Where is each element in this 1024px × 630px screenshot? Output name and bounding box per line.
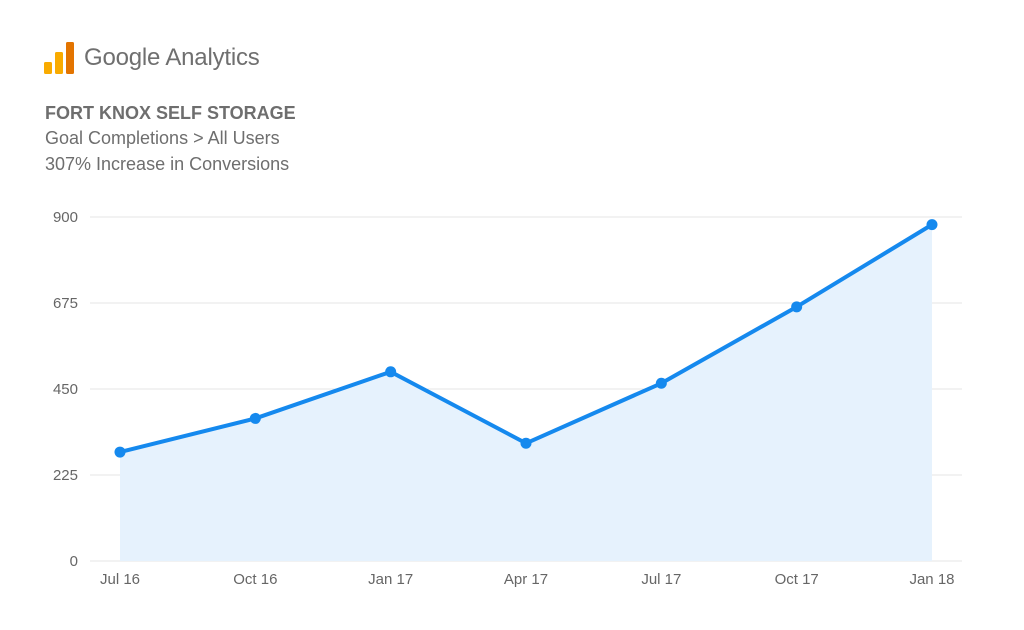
- x-tick-label: Jul 16: [100, 571, 140, 588]
- chart-title: FORT KNOX SELF STORAGE: [45, 103, 296, 123]
- x-tick-label: Oct 17: [775, 571, 819, 588]
- data-point[interactable]: [249, 412, 261, 424]
- chart-subtitle: Goal Completions > All Users: [45, 128, 280, 148]
- x-tick-label: Jul 17: [641, 571, 681, 588]
- data-point[interactable]: [791, 301, 803, 313]
- brand-name: Google Analytics: [84, 44, 260, 71]
- x-tick-label: Apr 17: [504, 571, 548, 588]
- data-point[interactable]: [655, 377, 667, 389]
- chart-header: FORT KNOX SELF STORAGE Goal Completions …: [45, 101, 296, 177]
- x-tick-label: Jan 18: [909, 571, 954, 588]
- google-analytics-logo-icon: [44, 42, 74, 74]
- series-area: [120, 224, 932, 561]
- x-tick-label: Oct 16: [233, 571, 277, 588]
- y-tick-label: 900: [53, 209, 78, 226]
- data-point[interactable]: [520, 437, 532, 449]
- data-point[interactable]: [114, 446, 126, 458]
- y-tick-label: 225: [53, 467, 78, 484]
- data-point[interactable]: [926, 219, 938, 231]
- x-tick-label: Jan 17: [368, 571, 413, 588]
- y-tick-label: 675: [53, 295, 78, 312]
- data-point[interactable]: [385, 366, 397, 378]
- y-tick-label: 450: [53, 381, 78, 398]
- brand: Google Analytics: [44, 42, 260, 74]
- chart-caption: 307% Increase in Conversions: [45, 154, 290, 174]
- y-tick-label: 0: [70, 553, 78, 570]
